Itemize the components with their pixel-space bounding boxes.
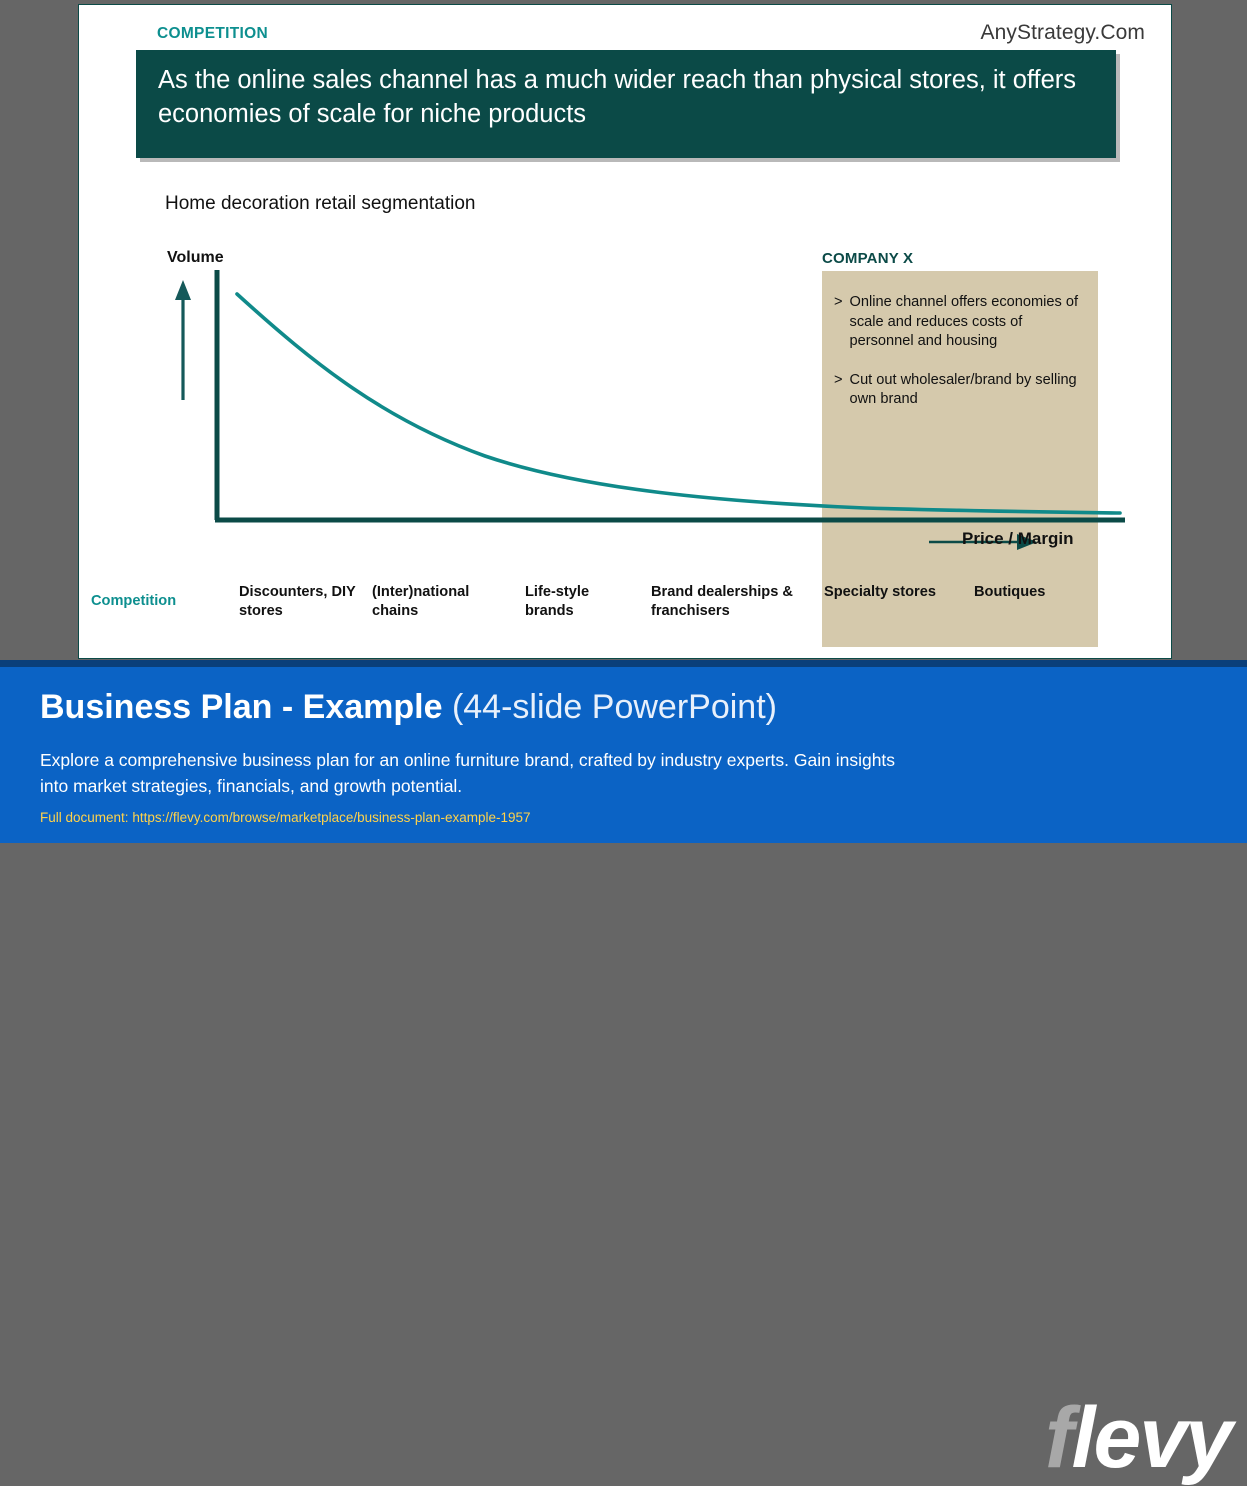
company-x-title: COMPANY X (822, 250, 914, 267)
slide-canvas: COMPETITION AnyStrategy.Com As the onlin… (78, 4, 1172, 659)
list-item-text: Cut out wholesaler/brand by selling own … (849, 371, 1077, 408)
promo-link-url[interactable]: https://flevy.com/browse/marketplace/bus… (132, 810, 531, 825)
promo-title-main: Business Plan - Example (40, 688, 443, 726)
promo-title: Business Plan - Example (44-slide PowerP… (40, 688, 777, 727)
volume-price-curve-chart (175, 270, 1125, 523)
source-brand-label: AnyStrategy.Com (980, 21, 1145, 44)
price-margin-arrow (929, 534, 1037, 550)
headline-text: As the online sales channel has a much w… (158, 66, 1077, 128)
company-x-bullet-list: > Online channel offers economies of sca… (822, 293, 1098, 429)
x-axis-label: Price / Margin (962, 529, 1074, 548)
promo-description: Explore a comprehensive business plan fo… (40, 750, 896, 796)
category-label-specialty-stores: Specialty stores (824, 584, 936, 600)
promo-link-prefix: Full document: (40, 810, 129, 825)
volume-decay-curve (235, 292, 1122, 515)
bullet-marker-icon: > (834, 294, 843, 310)
list-item: > Online channel offers economies of sca… (834, 293, 1086, 352)
category-label-boutiques: Boutiques (974, 584, 1046, 600)
bullet-marker-icon: > (834, 371, 843, 388)
promo-document-link[interactable]: Full document: https://flevy.com/browse/… (40, 810, 531, 825)
headline-band: As the online sales channel has a much w… (136, 50, 1116, 158)
category-label-brand-dealerships: Brand dealerships & franchisers (651, 584, 793, 619)
company-x-highlight-region (822, 271, 1098, 647)
list-item-text: Online channel offers economies of scale… (849, 294, 1079, 349)
category-label-discounters: Discounters, DIY stores (239, 584, 356, 619)
banner-top-rule (0, 660, 1247, 667)
category-label-lifestyle-brands: Life-style brands (525, 584, 590, 619)
flevy-logo[interactable]: flevy (1045, 1395, 1233, 1481)
competition-row-label: Competition (91, 593, 177, 609)
promo-banner: Business Plan - Example (44-slide PowerP… (0, 660, 1247, 1481)
flevy-logo-levy: levy (1071, 1390, 1233, 1486)
chart-title: Home decoration retail segmentation (165, 193, 476, 214)
y-axis-label: Volume (167, 249, 224, 266)
volume-direction-arrow-head (175, 280, 191, 300)
promo-title-sub: (44-slide PowerPoint) (451, 688, 777, 726)
category-label-international-chains: (Inter)national chains (372, 584, 470, 619)
category-label-row: Competition Discounters, DIY stores (Int… (79, 583, 1173, 647)
slide-eyebrow: COMPETITION (157, 25, 268, 42)
flevy-logo-f: f (1044, 1390, 1074, 1486)
list-item: > Cut out wholesaler/brand by selling ow… (834, 371, 1086, 410)
